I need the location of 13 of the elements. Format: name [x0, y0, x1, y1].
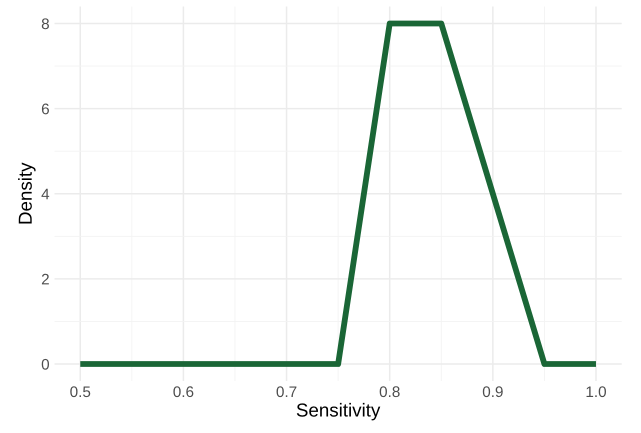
y-tick-label: 6 [42, 104, 49, 114]
y-tick-label: 0 [42, 358, 50, 370]
y-tick-label: 2 [42, 274, 49, 284]
x-tick-label: 0.8 [380, 386, 400, 398]
x-tick-label: 0.9 [482, 386, 503, 398]
x-axis-title: Sensitivity [296, 402, 380, 420]
y-tick-label: 8 [42, 18, 49, 30]
x-tick-label: 0.7 [276, 386, 296, 398]
x-tick-label: 1.0 [586, 386, 606, 398]
y-tick-label: 4 [41, 188, 50, 200]
x-tick-label: 0.5 [70, 386, 90, 398]
x-tick-label: 0.6 [173, 386, 194, 398]
y-axis-title: Density [18, 162, 36, 224]
